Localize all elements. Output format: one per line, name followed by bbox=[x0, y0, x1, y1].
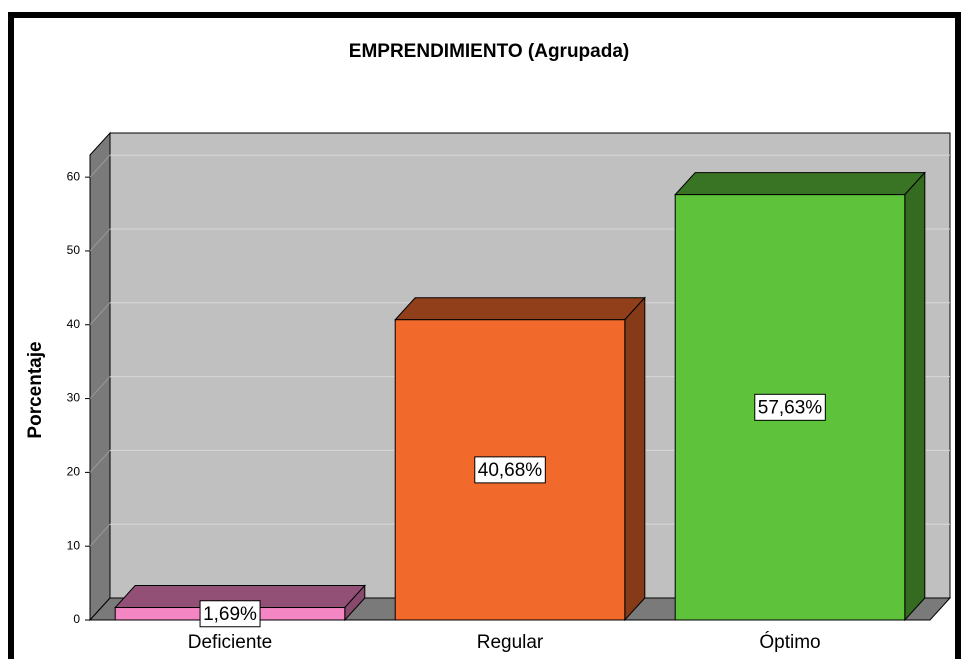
bar-side bbox=[624, 296, 646, 622]
y-tick-label: 10 bbox=[67, 538, 81, 552]
y-tick-label: 0 bbox=[73, 612, 80, 626]
chart-title: EMPRENDIMIENTO (Agrupada) bbox=[349, 41, 629, 62]
grid-line bbox=[89, 302, 111, 326]
y-tick-label: 40 bbox=[67, 317, 81, 331]
data-label: 40,68% bbox=[478, 460, 543, 481]
grid-line bbox=[89, 376, 111, 399]
data-label: 57,63% bbox=[758, 397, 823, 418]
data-label-box bbox=[199, 600, 261, 628]
y-tick-label: 60 bbox=[67, 169, 81, 183]
x-tick-label: Deficiente bbox=[188, 632, 273, 653]
grid-line bbox=[89, 228, 111, 252]
bar-side bbox=[904, 171, 926, 622]
grid-line bbox=[89, 154, 111, 178]
x-tick-label: Óptimo bbox=[759, 631, 820, 653]
y-tick-label: 30 bbox=[67, 391, 81, 405]
data-label-box bbox=[474, 456, 546, 484]
grid-line bbox=[89, 450, 111, 473]
grid-line bbox=[89, 523, 111, 547]
y-axis-label: Porcentaje bbox=[25, 341, 46, 438]
frame bbox=[8, 12, 961, 659]
x-tick-label: Regular bbox=[477, 632, 544, 653]
y-tick-label: 20 bbox=[67, 465, 81, 479]
bar-top bbox=[394, 297, 646, 321]
data-label: 1,69% bbox=[203, 604, 257, 625]
bar-top bbox=[674, 172, 926, 196]
data-label-box bbox=[754, 393, 826, 421]
left-wall bbox=[89, 131, 111, 622]
y-tick-label: 50 bbox=[67, 243, 81, 257]
